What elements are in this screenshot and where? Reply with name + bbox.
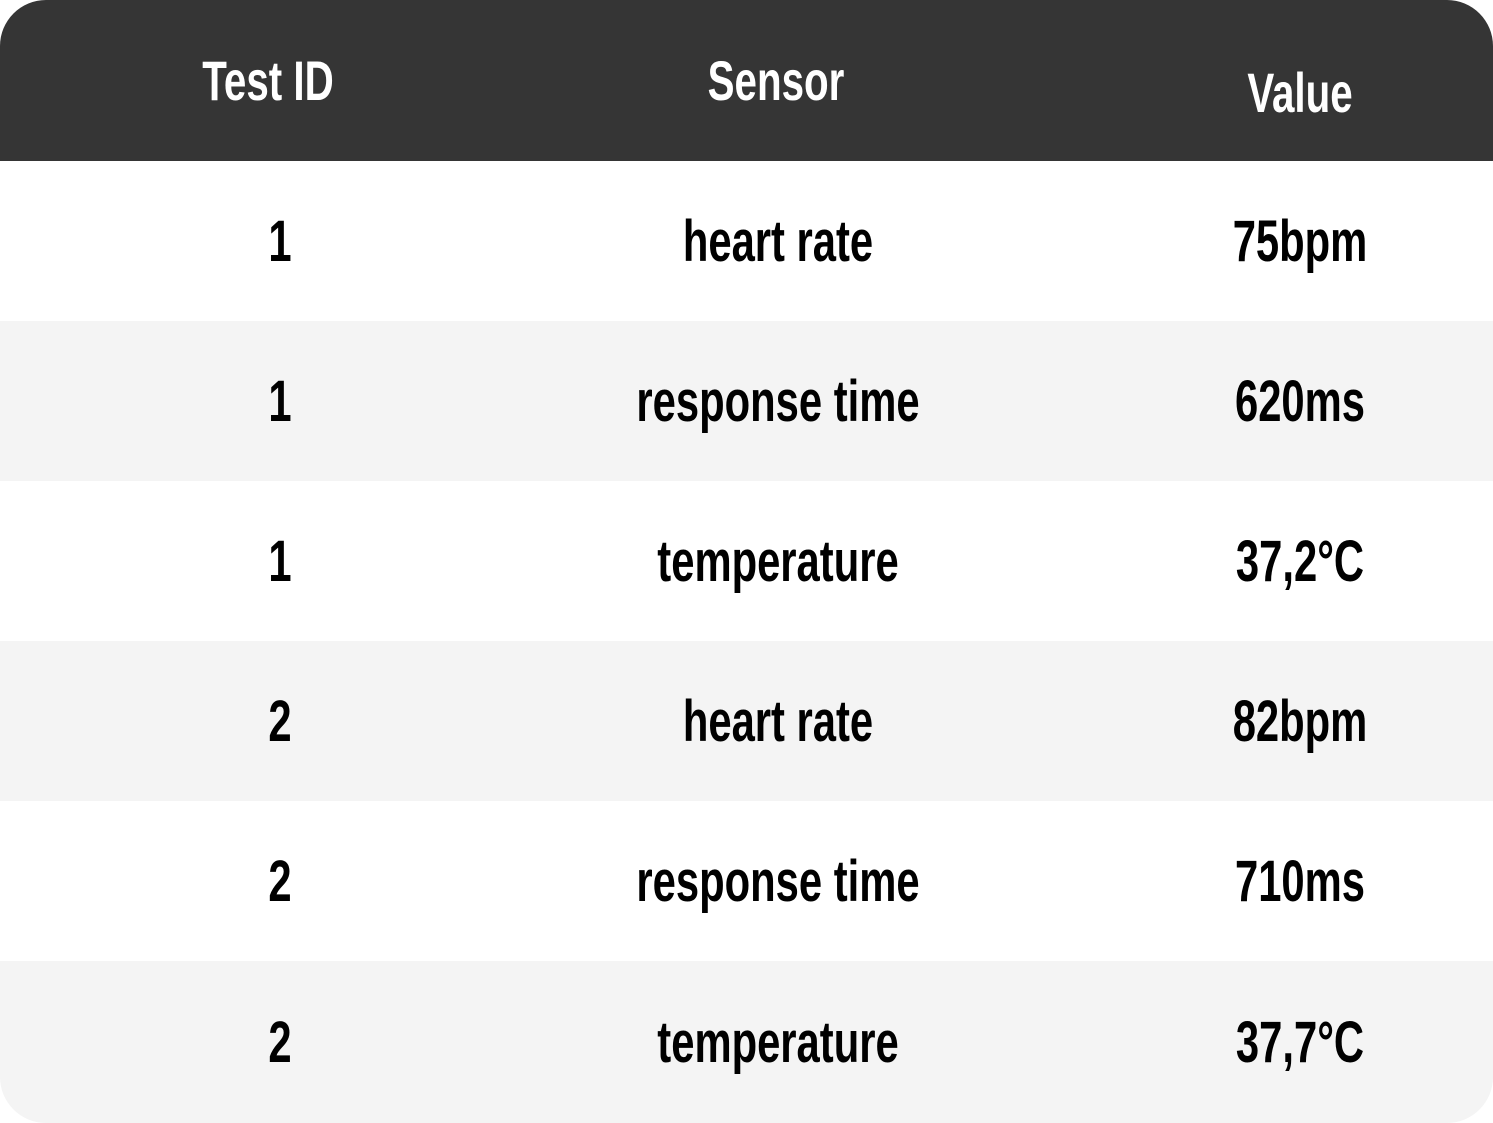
table-row: 2 heart rate 82bpm xyxy=(0,641,1493,801)
cell-test-id: 2 xyxy=(268,1009,292,1075)
cell-value: 37,7°C xyxy=(1235,1009,1365,1075)
cell-sensor: temperature xyxy=(657,528,899,594)
cell-sensor: temperature xyxy=(657,1009,899,1075)
table-row: 2 response time 710ms xyxy=(0,801,1493,961)
column-header-test-id: Test ID xyxy=(202,49,334,112)
column-header-sensor: Sensor xyxy=(707,49,845,112)
cell-value: 37,2°C xyxy=(1235,528,1365,594)
cell-value: 710ms xyxy=(1234,848,1366,914)
table-header-row: Test ID Sensor Value xyxy=(0,0,1493,161)
cell-sensor: heart rate xyxy=(682,688,874,754)
cell-test-id: 1 xyxy=(268,208,292,274)
column-header-value: Value xyxy=(1247,61,1353,124)
cell-sensor: response time xyxy=(636,848,920,914)
table-row: 1 heart rate 75bpm xyxy=(0,161,1493,321)
cell-value: 75bpm xyxy=(1232,208,1368,274)
cell-test-id: 2 xyxy=(268,688,292,754)
table-row: 2 temperature 37,7°C xyxy=(0,961,1493,1123)
cell-sensor: heart rate xyxy=(682,208,874,274)
table-row: 1 response time 620ms xyxy=(0,321,1493,481)
cell-test-id: 1 xyxy=(268,368,292,434)
cell-sensor: response time xyxy=(636,368,920,434)
cell-value: 620ms xyxy=(1234,368,1366,434)
cell-value: 82bpm xyxy=(1232,688,1368,754)
cell-test-id: 2 xyxy=(268,848,292,914)
cell-test-id: 1 xyxy=(268,528,292,594)
table-row: 1 temperature 37,2°C xyxy=(0,481,1493,641)
